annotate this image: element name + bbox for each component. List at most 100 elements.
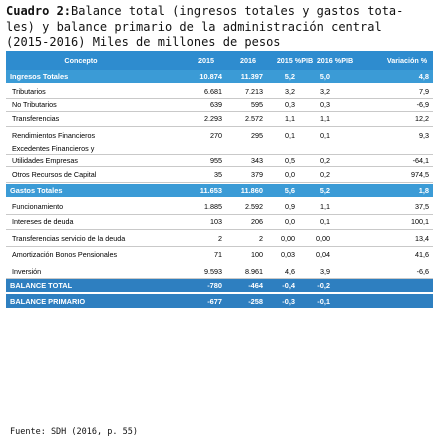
cell-value-2015: 2 bbox=[218, 234, 222, 243]
cell-pib-2015: 0,1 bbox=[285, 130, 295, 140]
cell-value-2016: 2.592 bbox=[245, 202, 263, 211]
cell-pib-2016: 3,2 bbox=[320, 87, 330, 96]
cell-value-2015: 71 bbox=[214, 250, 222, 259]
cell-pib-2015: 0,0 bbox=[285, 169, 295, 179]
table-row: Inversión 9.593 8.961 4,6 3,9 -6,6 bbox=[6, 264, 433, 279]
table-row: Transferencias servicio de la deuda 2 2 0,0… bbox=[6, 231, 433, 247]
table-row: Intereses de deuda 103 206 0,0 0,1 100,1 bbox=[6, 214, 433, 230]
cell-variacion: 7,9 bbox=[419, 87, 429, 96]
cell-variacion: -64,1 bbox=[412, 155, 429, 165]
cell-value-2015: -780 bbox=[207, 281, 222, 290]
row-label: Ingresos Totales bbox=[10, 72, 69, 81]
table-header: Concepto 2015 2016 2015 %PIB 2016 %PIB V… bbox=[6, 51, 433, 70]
cell-pib-2016: -0,2 bbox=[317, 281, 330, 290]
row-label: Transferencias bbox=[12, 114, 60, 123]
table-source: Fuente: SDH (2016, p. 55) bbox=[10, 427, 138, 437]
cell-variacion: 12,2 bbox=[415, 114, 429, 123]
row-label: Otros Recursos de Capital bbox=[12, 169, 97, 179]
cell-value-2016: 2 bbox=[259, 234, 263, 243]
cell-value-2015: 2.293 bbox=[204, 114, 222, 123]
cell-pib-2016: 0,2 bbox=[320, 169, 330, 179]
cell-pib-2015: -0,4 bbox=[282, 281, 295, 290]
cell-value-2016: 379 bbox=[251, 169, 263, 179]
cell-value-2016: 8.961 bbox=[245, 266, 263, 276]
cell-pib-2016: -0,1 bbox=[317, 296, 330, 306]
cell-value-2015: 103 bbox=[210, 217, 222, 226]
cell-value-2016: -258 bbox=[248, 296, 263, 306]
balance-row: BALANCE PRIMARIO -677 -258 -0,3 -0,1 bbox=[6, 294, 433, 308]
table-row: Transferencias 2.293 2.572 1,1 1,1 12,2 bbox=[6, 111, 433, 127]
cell-value-2016: 11.860 bbox=[240, 186, 263, 195]
cell-value-2015: 639 bbox=[210, 100, 222, 109]
cell-pib-2016: 1,1 bbox=[320, 202, 330, 211]
cell-value-2015: 35 bbox=[214, 169, 222, 179]
cell-value-2015: -677 bbox=[207, 296, 222, 306]
cell-value-2015: 10.874 bbox=[199, 72, 222, 81]
cell-value-2015: 6.681 bbox=[204, 87, 222, 96]
cell-variacion: 41,6 bbox=[415, 250, 429, 259]
cell-pib-2015: 0,3 bbox=[285, 100, 295, 109]
table-row: Tributarios 6.681 7.213 3,2 3,2 7,9 bbox=[6, 85, 433, 99]
header-variacion: Variación % bbox=[386, 55, 428, 65]
row-label: Transferencias servicio de la deuda bbox=[12, 234, 126, 243]
cell-pib-2016: 0,04 bbox=[316, 250, 330, 259]
cell-value-2016: 595 bbox=[251, 100, 263, 109]
row-label: Inversión bbox=[12, 266, 42, 276]
row-label: BALANCE TOTAL bbox=[10, 281, 73, 290]
cell-value-2015: 1.885 bbox=[204, 202, 222, 211]
table-row: Otros Recursos de Capital 35 379 0,0 0,2 974,… bbox=[6, 166, 433, 183]
cell-variacion: -6,9 bbox=[416, 100, 429, 109]
section-row: Gastos Totales 11.653 11.860 5,6 5,2 1,8 bbox=[6, 184, 433, 197]
cell-variacion: 4,8 bbox=[418, 72, 429, 81]
cell-pib-2016: 0,00 bbox=[316, 234, 330, 243]
cell-value-2016: 295 bbox=[251, 130, 263, 140]
cell-pib-2016: 5,2 bbox=[319, 186, 330, 195]
header-2015: 2015 bbox=[198, 55, 214, 65]
header-pib-2016: 2016 %PIB bbox=[316, 55, 354, 65]
cell-pib-2015: 5,6 bbox=[284, 186, 295, 195]
row-label: Tributarios bbox=[12, 87, 46, 96]
cell-pib-2016: 3,9 bbox=[320, 266, 330, 276]
table-row: Rendimientos Financieros 270 295 0,1 0,1 9,3 bbox=[6, 128, 433, 142]
cell-value-2015: 11.653 bbox=[199, 186, 222, 195]
row-label: No Tributarios bbox=[12, 100, 57, 109]
cell-pib-2015: 5,2 bbox=[284, 72, 295, 81]
fiscal-balance-table: Concepto 2015 2016 2015 %PIB 2016 %PIB V… bbox=[6, 51, 433, 422]
caption-text: Balance total (ingresos totales y gastos… bbox=[6, 4, 404, 49]
caption-number: Cuadro 2: bbox=[6, 4, 72, 18]
table-row: No Tributarios 639 595 0,3 0,3 -6,9 bbox=[6, 98, 433, 112]
cell-pib-2015: -0,3 bbox=[282, 296, 295, 306]
cell-pib-2015: 0,0 bbox=[285, 217, 295, 226]
table-row: Utilidades Empresas 955 343 0,5 0,2 -64,1 bbox=[6, 154, 433, 167]
cell-value-2016: 343 bbox=[251, 155, 263, 165]
cell-value-2016: 100 bbox=[251, 250, 263, 259]
balance-row: BALANCE TOTAL -780 -464 -0,4 -0,2 bbox=[6, 279, 433, 292]
cell-pib-2016: 5,0 bbox=[319, 72, 330, 81]
cell-variacion: 13,4 bbox=[415, 234, 429, 243]
cell-pib-2016: 0,1 bbox=[320, 217, 330, 226]
cell-value-2015: 9.593 bbox=[204, 266, 222, 276]
row-label: Amortización Bonos Pensionales bbox=[12, 250, 118, 259]
cell-pib-2015: 0,9 bbox=[285, 202, 295, 211]
table-row: Funcionamiento 1.885 2.592 0,9 1,1 37,5 bbox=[6, 199, 433, 215]
cell-value-2016: 2.572 bbox=[245, 114, 263, 123]
cell-value-2016: -464 bbox=[248, 281, 263, 290]
cell-variacion: 974,5 bbox=[411, 169, 429, 179]
cell-pib-2016: 0,2 bbox=[320, 155, 330, 165]
header-concepto: Concepto bbox=[64, 55, 98, 65]
cell-pib-2015: 0,5 bbox=[285, 155, 295, 165]
row-label: Utilidades Empresas bbox=[12, 155, 78, 165]
section-row: Ingresos Totales 10.874 11.397 5,2 5,0 4,8 bbox=[6, 70, 433, 83]
cell-value-2015: 270 bbox=[210, 130, 222, 140]
cell-pib-2016: 0,1 bbox=[320, 130, 330, 140]
header-pib-2015: 2015 %PIB bbox=[276, 55, 314, 65]
cell-value-2016: 7.213 bbox=[245, 87, 263, 96]
row-label: Rendimientos Financieros bbox=[12, 130, 96, 140]
cell-variacion: -6,6 bbox=[416, 266, 429, 276]
cell-pib-2015: 4,6 bbox=[285, 266, 295, 276]
cell-variacion: 9,3 bbox=[419, 130, 429, 140]
cell-pib-2016: 0,3 bbox=[320, 100, 330, 109]
cell-variacion: 37,5 bbox=[415, 202, 429, 211]
cell-pib-2015: 1,1 bbox=[285, 114, 295, 123]
cell-variacion: 100,1 bbox=[411, 217, 429, 226]
